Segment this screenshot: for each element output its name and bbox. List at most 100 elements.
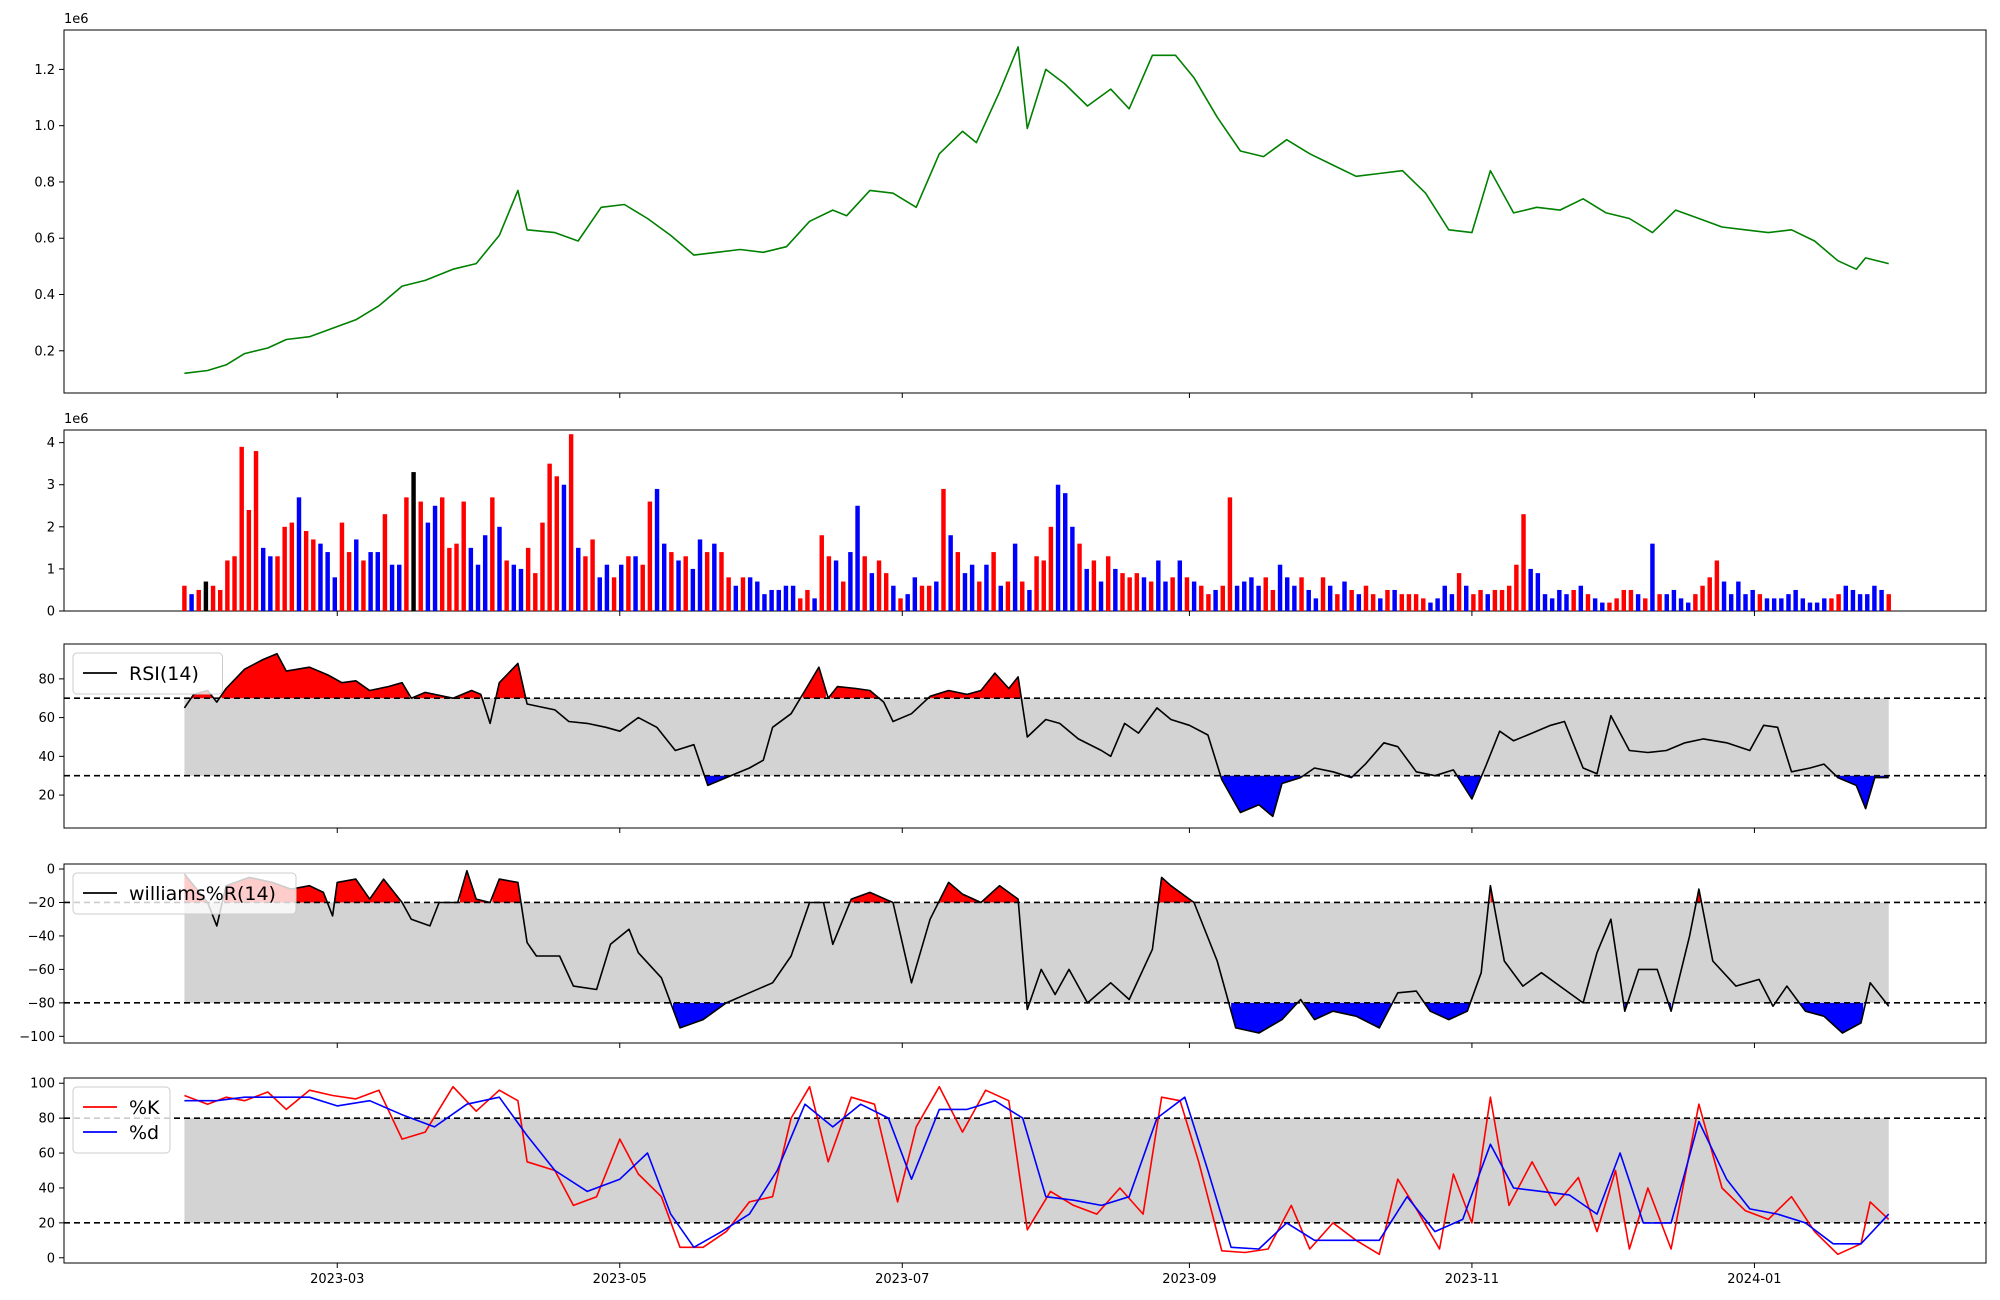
volume-bar <box>482 535 488 611</box>
volume-bar <box>1592 598 1598 611</box>
y-tick-label: −40 <box>28 929 55 944</box>
volume-bar <box>1786 594 1791 611</box>
volume-bar <box>1814 602 1820 611</box>
y-tick-label: 60 <box>38 1147 55 1162</box>
volume-bar <box>1327 585 1333 611</box>
volume-bar <box>1227 497 1233 611</box>
y-tick-label: 0.4 <box>34 288 55 303</box>
y-tick-label: −60 <box>28 963 55 978</box>
volume-bar <box>833 560 839 611</box>
volume-bar <box>1406 594 1412 611</box>
volume-bar <box>905 594 910 611</box>
volume-bar <box>934 581 939 611</box>
volume-bar <box>268 556 273 611</box>
volume-bar <box>1886 594 1891 611</box>
volume-bar <box>969 564 975 611</box>
oversold-fill <box>1231 1002 1296 1033</box>
neutral-band-2 <box>184 698 1889 776</box>
volume-bar <box>397 564 402 611</box>
rsi-line <box>183 652 1889 818</box>
volume-bar <box>1105 556 1111 611</box>
volume-bar <box>611 577 617 611</box>
volume-bar <box>232 556 237 611</box>
volume-bar <box>862 556 867 611</box>
volume-bar <box>1836 594 1841 611</box>
volume-bar <box>733 585 739 611</box>
volume-bar <box>719 552 724 611</box>
volume-bar <box>525 547 531 611</box>
volume-bar <box>1184 577 1190 611</box>
volume-bar <box>368 552 373 611</box>
x-tick-label: 2023-05 <box>593 1272 647 1287</box>
volume-bar <box>239 446 244 611</box>
volume-bar <box>225 560 230 611</box>
overbought-fill <box>334 879 400 903</box>
volume-bar <box>955 552 961 611</box>
volume-bar <box>1700 585 1705 611</box>
overbought-fill <box>492 879 521 903</box>
volume-bar <box>1263 577 1268 611</box>
overbought-fill <box>983 885 1019 903</box>
panel-1-frame <box>63 429 1987 612</box>
volume-bar <box>1134 573 1140 611</box>
volume-bar <box>497 526 502 611</box>
volume-bar <box>712 543 717 611</box>
volume-bar <box>1514 564 1519 611</box>
volume-bar <box>790 585 796 611</box>
axis-scale-label: 1e6 <box>64 412 89 427</box>
volume-bar <box>1714 560 1720 611</box>
volume-bar <box>1098 581 1104 611</box>
volume-bar <box>812 598 817 611</box>
volume-bar <box>1657 594 1662 611</box>
x-tick-label: 2023-07 <box>875 1272 929 1287</box>
volume-bar <box>1585 594 1591 611</box>
volume-bar <box>826 556 832 611</box>
volume-bar <box>504 560 509 611</box>
volume-bar <box>977 581 982 611</box>
volume-bar <box>697 539 703 611</box>
oversold-fill <box>1458 775 1482 799</box>
volume-bar <box>1199 585 1204 611</box>
volume-bar <box>1621 589 1626 611</box>
volume-bar <box>1865 594 1870 611</box>
overbought-fill <box>802 667 826 699</box>
volume-bar <box>604 564 610 611</box>
oversold-fill <box>1837 775 1889 809</box>
volume-bar <box>1091 560 1097 611</box>
volume-bar <box>798 598 803 611</box>
volume-bar <box>1234 585 1240 611</box>
volume-bar <box>1771 598 1777 611</box>
volume-bar <box>726 577 731 611</box>
volume-bar <box>1506 585 1512 611</box>
volume-bar <box>1557 589 1562 611</box>
x-tick-label: 2024-01 <box>1727 1272 1781 1287</box>
volume-bar <box>1499 589 1505 611</box>
volume-bar <box>1034 556 1039 611</box>
oversold-fill <box>1425 1002 1470 1020</box>
volume-bar <box>1822 598 1827 611</box>
y-tick-label: 1 <box>47 562 55 577</box>
volume-bar <box>912 577 918 611</box>
volume-bar <box>1435 598 1440 611</box>
y-tick-label: 2 <box>47 520 55 535</box>
volume-bar <box>654 488 660 611</box>
volume-bar <box>1163 581 1168 611</box>
volume-bar <box>676 560 681 611</box>
volume-bar <box>540 522 545 611</box>
volume-bar <box>1535 573 1541 611</box>
y-tick-label: 100 <box>30 1077 55 1092</box>
volume-bar <box>325 552 330 611</box>
volume-bar <box>1793 589 1798 611</box>
volume-bar <box>1020 581 1025 611</box>
volume-bar <box>1055 484 1061 611</box>
volume-bar <box>1650 543 1655 611</box>
volume-bar <box>275 556 280 611</box>
oversold-fill <box>1221 775 1303 817</box>
volume-bar <box>490 497 495 611</box>
volume-bar <box>260 547 266 611</box>
volume-bar <box>1879 589 1884 611</box>
volume-bar <box>1063 493 1068 611</box>
volume-bar <box>1399 594 1405 611</box>
volume-bar <box>704 552 710 611</box>
volume-bar <box>1678 598 1684 611</box>
